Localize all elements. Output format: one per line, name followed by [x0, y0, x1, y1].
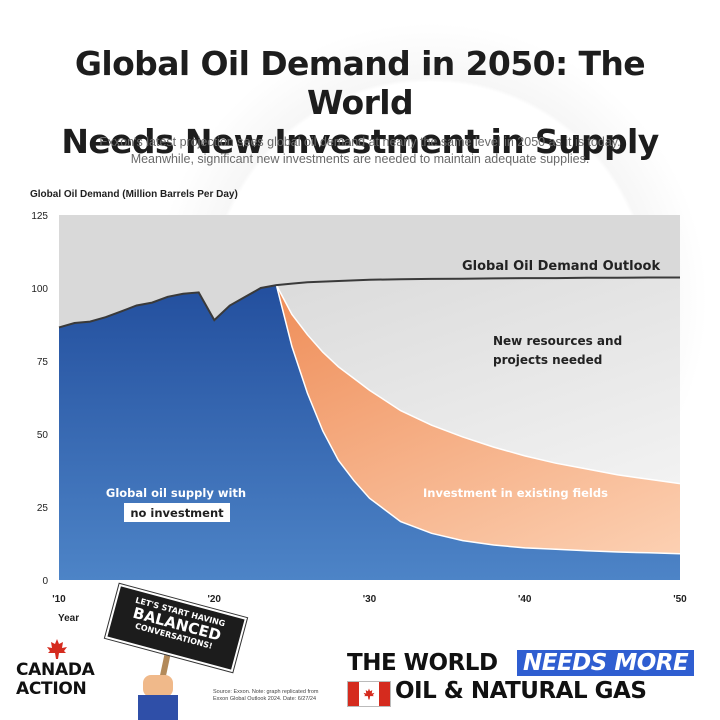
x-axis-ticks: '10 '20 '30 '40 '50 [52, 594, 687, 605]
maple-leaf-icon [47, 639, 67, 659]
subtitle-line-1: Exxon's latest projection sees global oi… [99, 135, 621, 149]
y-tick-label: 100 [31, 284, 48, 295]
page-subtitle: Exxon's latest projection sees global oi… [40, 134, 680, 168]
tagline-part-2: OIL & NATURAL GAS [395, 678, 647, 704]
y-axis-ticks: 0 25 50 75 100 125 [31, 211, 48, 587]
no-investment-label-1: Global oil supply with [106, 486, 246, 500]
hand-icon [143, 675, 173, 697]
x-tick-label: '50 [673, 594, 687, 605]
y-tick-label: 125 [31, 211, 48, 222]
source-line-1: Source: Exxon. Note: graph replicated fr… [213, 689, 319, 695]
no-investment-label-2: no investment [130, 506, 224, 520]
y-tick-label: 0 [42, 576, 48, 587]
demand-outlook-label: Global Oil Demand Outlook [462, 259, 660, 274]
x-tick-label: '40 [518, 594, 532, 605]
x-tick-label: '30 [363, 594, 377, 605]
canada-flag-icon [347, 681, 391, 707]
title-line-2: Needs New Investment in Supply [61, 122, 659, 161]
subtitle-line-2: Meanwhile, significant new investments a… [130, 152, 590, 166]
title-line-1: Global Oil Demand in 2050: The World [74, 44, 646, 122]
x-axis-title: Year [58, 613, 79, 624]
x-tick-label: '20 [207, 594, 221, 605]
new-resources-label-1: New resources and [493, 334, 622, 348]
y-tick-label: 75 [37, 357, 49, 368]
logo-line-1: CANADA [16, 660, 95, 680]
y-tick-label: 25 [37, 503, 49, 514]
y-axis-title: Global Oil Demand (Million Barrels Per D… [30, 189, 238, 200]
canada-action-logo: CANADA ACTION [16, 639, 95, 699]
existing-fields-edge [275, 284, 681, 485]
no-investment-label-box [124, 503, 230, 522]
x-tick-label: '10 [52, 594, 66, 605]
sleeve-icon [138, 695, 178, 720]
tagline-part-1: THE WORLD [347, 650, 498, 676]
new-resources-label-2: projects needed [493, 353, 602, 367]
no-investment-edge [275, 284, 681, 555]
page-title: Global Oil Demand in 2050: The World Nee… [20, 44, 700, 161]
new-resources-area [59, 277, 680, 484]
y-tick-label: 50 [37, 430, 49, 441]
tagline-highlight: NEEDS MORE [517, 650, 695, 676]
source-line-2: Exxon Global Outlook 2024. Date: 6/27/24 [213, 696, 317, 702]
existing-fields-label: Investment in existing fields [423, 486, 608, 500]
flag-maple-leaf-icon [363, 688, 375, 700]
source-note: Source: Exxon. Note: graph replicated fr… [213, 689, 323, 703]
existing-fields-area [59, 285, 680, 554]
demand-outlook-line [58, 276, 680, 329]
logo-line-2: ACTION [16, 679, 87, 699]
